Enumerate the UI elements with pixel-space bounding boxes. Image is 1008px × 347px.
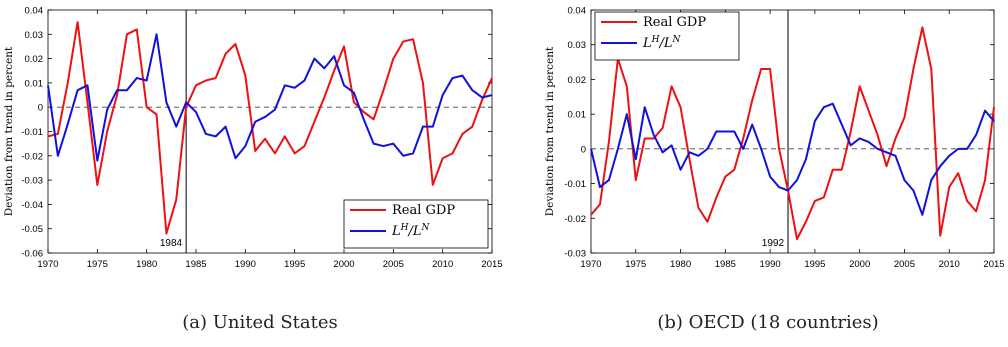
caption-oecd: (b) OECD (18 countries) (657, 312, 879, 333)
y-tick-label: 0.04 (25, 6, 44, 17)
chart-panel-us: -0.06 -0.05 -0.04 -0.03 -0.02 -0.01 0 0.01 0.02 0… (3, 6, 503, 334)
x-tick-label: 1985 (715, 259, 736, 270)
x-tick-label: 1995 (804, 259, 825, 270)
legend-label-real-gdp: Real GDP (643, 15, 706, 30)
x-tick-label: 1980 (670, 259, 691, 270)
y-tick-label: -0.01 (21, 127, 43, 138)
legend: Real GDP LH/LN (594, 11, 740, 61)
x-tick-label: 2010 (939, 259, 960, 270)
chart-panel-oecd: -0.03 -0.02 -0.01 0 0.01 0.02 0.03 0.04 1970 1975… (504, 0, 1008, 347)
break-year-label: 1992 (762, 238, 785, 249)
y-tick-label: 0.03 (568, 40, 587, 51)
y-tick-label: -0.03 (564, 249, 586, 260)
series-line-lh-ln (47, 33, 493, 162)
legend-label-lh-ln: LH/LN (642, 35, 682, 51)
legend-box (343, 199, 489, 249)
y-tick-label: 0.01 (568, 110, 587, 121)
x-tick-label: 2015 (481, 259, 502, 270)
x-tick-label: 1990 (235, 259, 256, 270)
y-tick-label: 0.01 (25, 78, 44, 89)
y-tick-label: 0.02 (25, 54, 44, 65)
y-tick-label: 0 (581, 144, 586, 155)
x-tick-label: 1970 (37, 259, 58, 270)
y-axis-label: Deviation from trend in percent (544, 46, 556, 216)
legend: Real GDP LH/LN (343, 199, 489, 249)
y-tick-label: -0.05 (21, 224, 43, 235)
y-tick-label: 0.04 (568, 6, 587, 17)
y-axis-label: Deviation from trend in percent (3, 46, 15, 216)
y-tick-label: -0.03 (21, 176, 43, 187)
x-tick-label: 1990 (760, 259, 781, 270)
x-tick-label: 1975 (87, 259, 108, 270)
y-tick-label: 0.02 (568, 75, 587, 86)
chart-us: -0.06 -0.05 -0.04 -0.03 -0.02 -0.01 0 0.01 0.02 0… (3, 6, 503, 271)
x-tick-label: 2005 (894, 259, 915, 270)
y-tick-label: -0.04 (21, 200, 43, 211)
series-line-real-gdp (47, 21, 493, 235)
series-line-lh-ln (590, 102, 995, 216)
chart-oecd: -0.03 -0.02 -0.01 0 0.01 0.02 0.03 0.04 1970 1975… (544, 6, 1005, 271)
legend-box (594, 11, 740, 61)
y-tick-label: -0.02 (564, 214, 586, 225)
caption-us: (a) United States (182, 312, 338, 333)
legend-label-lh-ln: LH/LN (391, 223, 431, 239)
y-tick-label: 0 (38, 103, 43, 114)
y-tick-label: -0.01 (564, 179, 586, 190)
y-tick-label: -0.06 (21, 249, 43, 260)
x-tick-label: 2010 (432, 259, 453, 270)
x-tick-label: 1995 (284, 259, 305, 270)
x-tick-label: 2015 (983, 259, 1004, 270)
series-line-real-gdp (590, 26, 995, 241)
y-tick-label: -0.02 (21, 151, 43, 162)
x-tick-label: 1970 (580, 259, 601, 270)
x-tick-label: 2000 (333, 259, 354, 270)
x-tick-label: 2005 (383, 259, 404, 270)
x-tick-label: 2000 (849, 259, 870, 270)
x-tick-label: 1975 (625, 259, 646, 270)
x-tick-label: 1980 (136, 259, 157, 270)
legend-label-real-gdp: Real GDP (392, 203, 455, 218)
break-year-label: 1984 (160, 238, 183, 249)
y-tick-label: 0.03 (25, 30, 44, 41)
x-tick-label: 1985 (185, 259, 206, 270)
